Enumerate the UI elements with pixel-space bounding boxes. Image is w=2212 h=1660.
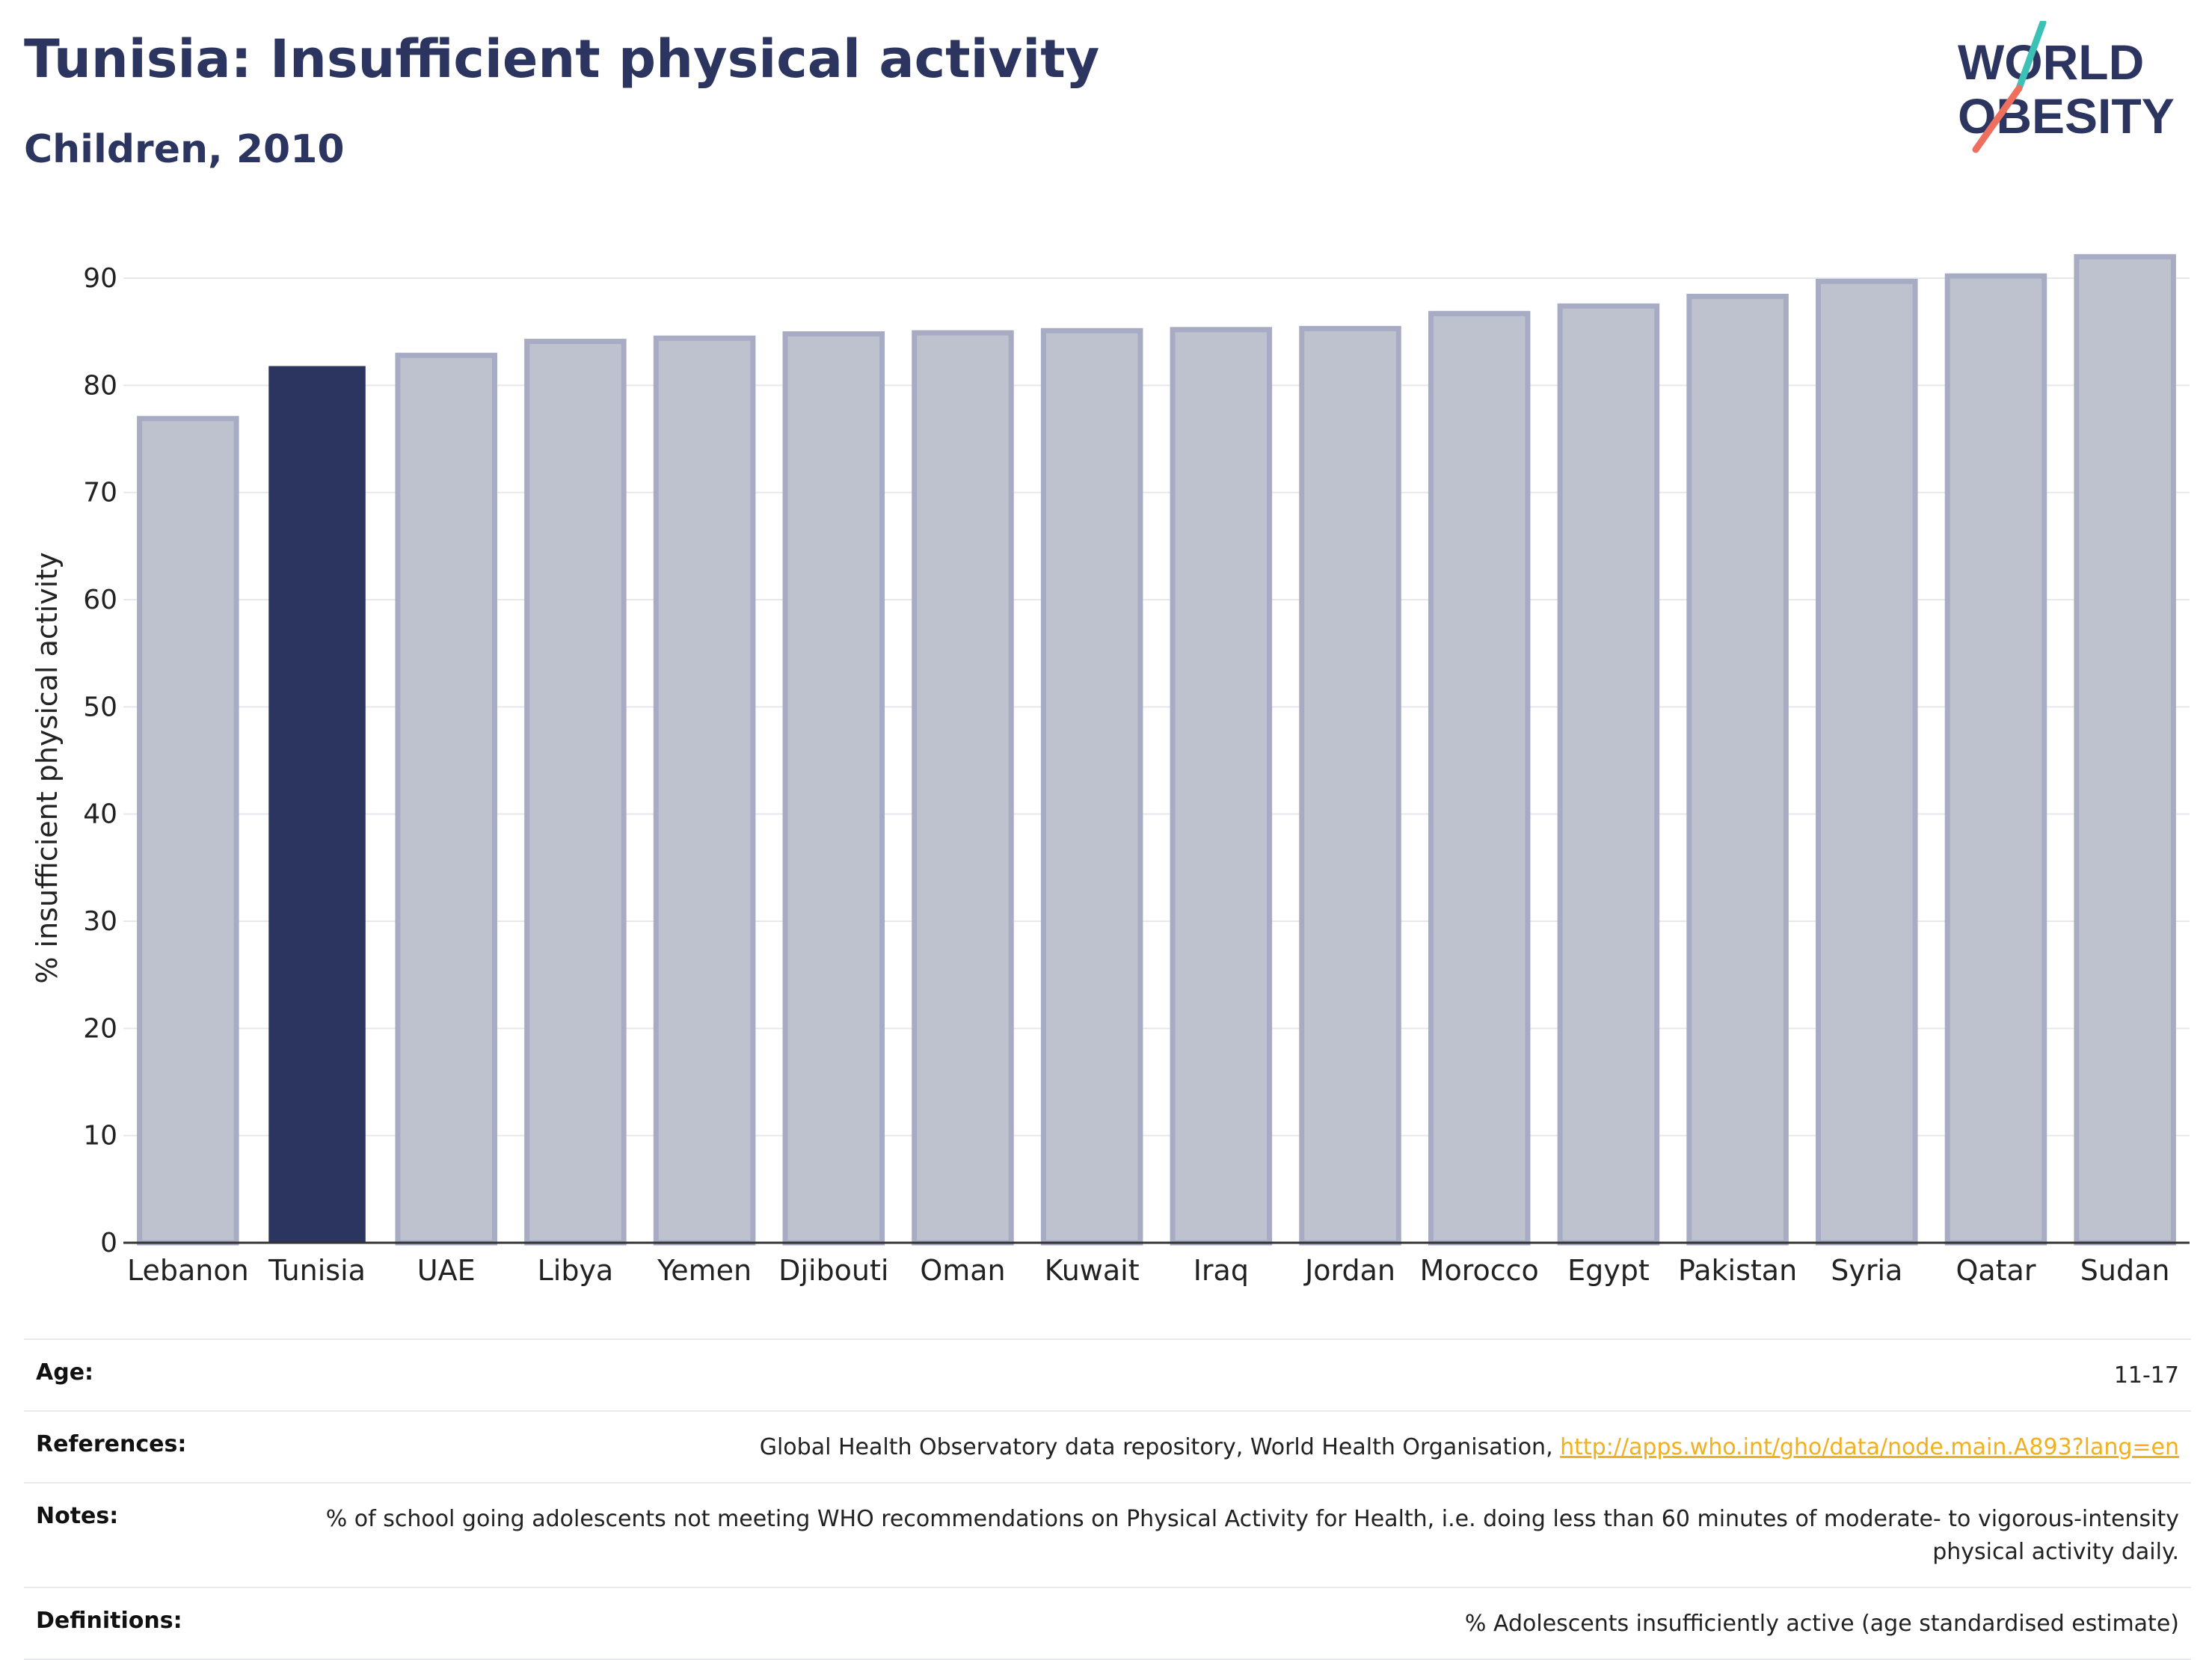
x-tick-label: Djibouti bbox=[778, 1254, 888, 1287]
x-tick-label: Qatar bbox=[1956, 1254, 2036, 1287]
x-tick-label: Syria bbox=[1831, 1254, 1902, 1287]
info-row-references: References: Global Health Observatory da… bbox=[24, 1411, 2191, 1483]
bar bbox=[1428, 310, 1531, 1246]
references-value: Global Health Observatory data repositor… bbox=[272, 1411, 2191, 1483]
bar bbox=[782, 331, 885, 1246]
y-tick-label: 20 bbox=[83, 1013, 117, 1044]
bar bbox=[1299, 325, 1401, 1246]
bar bbox=[1170, 327, 1273, 1246]
bar bbox=[137, 416, 239, 1246]
bar bbox=[1686, 293, 1789, 1246]
y-tick-label: 30 bbox=[83, 906, 117, 937]
x-tick-label: Libya bbox=[538, 1254, 614, 1287]
logo-slash-teal bbox=[2015, 21, 2047, 92]
y-tick-label: 40 bbox=[83, 799, 117, 830]
y-tick-label: 0 bbox=[100, 1228, 117, 1258]
bar bbox=[1040, 328, 1143, 1246]
bar bbox=[1816, 278, 1918, 1246]
bar bbox=[2074, 253, 2176, 1246]
info-table: Age: 11-17 References: Global Health Obs… bbox=[24, 1338, 2191, 1660]
x-tick-label: Kuwait bbox=[1045, 1254, 1140, 1287]
references-label: References: bbox=[36, 1431, 187, 1457]
x-tick-label: Iraq bbox=[1193, 1254, 1249, 1287]
y-tick-label: 80 bbox=[83, 370, 117, 401]
logo-line-1: WORLD bbox=[1958, 34, 2144, 90]
x-tick-label: Lebanon bbox=[127, 1254, 249, 1287]
x-tick-label: Morocco bbox=[1420, 1254, 1539, 1287]
references-link[interactable]: http://apps.who.int/gho/data/node.main.A… bbox=[1560, 1434, 2179, 1460]
bar bbox=[1557, 303, 1660, 1246]
info-row-age: Age: 11-17 bbox=[24, 1339, 2191, 1411]
y-tick-label: 90 bbox=[83, 263, 117, 294]
bar bbox=[1944, 273, 2047, 1246]
x-tick-label: Egypt bbox=[1567, 1254, 1650, 1287]
references-text: Global Health Observatory data repositor… bbox=[759, 1434, 1561, 1460]
definitions-value: % Adolescents insufficiently active (age… bbox=[1464, 1611, 2179, 1637]
age-value: 11-17 bbox=[2113, 1362, 2179, 1389]
x-tick-label: Jordan bbox=[1303, 1254, 1395, 1287]
x-tick-label: UAE bbox=[417, 1254, 476, 1287]
page-title: Tunisia: Insufficient physical activity bbox=[24, 28, 1100, 90]
page-subtitle: Children, 2010 bbox=[24, 127, 345, 172]
bar-highlight bbox=[268, 366, 366, 1243]
age-label: Age: bbox=[36, 1359, 94, 1386]
logo-line-2: OBESITY bbox=[1958, 88, 2175, 144]
y-tick-label: 50 bbox=[83, 692, 117, 722]
x-tick-label: Pakistan bbox=[1678, 1254, 1797, 1287]
y-tick-label: 60 bbox=[83, 585, 117, 615]
definitions-label: Definitions: bbox=[36, 1608, 182, 1634]
bar bbox=[395, 352, 497, 1246]
bar bbox=[524, 339, 627, 1246]
bar bbox=[912, 330, 1014, 1246]
bar bbox=[653, 335, 756, 1246]
x-tick-label: Tunisia bbox=[268, 1254, 366, 1287]
info-row-notes: Notes: % of school going adolescents not… bbox=[24, 1483, 2191, 1587]
x-tick-label: Oman bbox=[920, 1254, 1005, 1287]
notes-value: % of school going adolescents not meetin… bbox=[325, 1506, 2179, 1565]
y-tick-label: 70 bbox=[83, 478, 117, 508]
y-tick-label: 10 bbox=[83, 1121, 117, 1152]
y-axis-label: % insufficient physical activity bbox=[31, 552, 64, 983]
notes-label: Notes: bbox=[36, 1503, 119, 1529]
x-tick-label: Sudan bbox=[2080, 1254, 2170, 1287]
world-obesity-logo: WORLD OBESITY bbox=[1958, 21, 2175, 153]
logo-slash-coral bbox=[1972, 84, 2023, 153]
info-row-definitions: Definitions: % Adolescents insufficientl… bbox=[24, 1587, 2191, 1659]
x-tick-label: Yemen bbox=[657, 1254, 752, 1287]
bar-chart: 0 10 20 30 40 50 60 70 80 90 % insufficient physic… bbox=[31, 253, 2190, 1287]
